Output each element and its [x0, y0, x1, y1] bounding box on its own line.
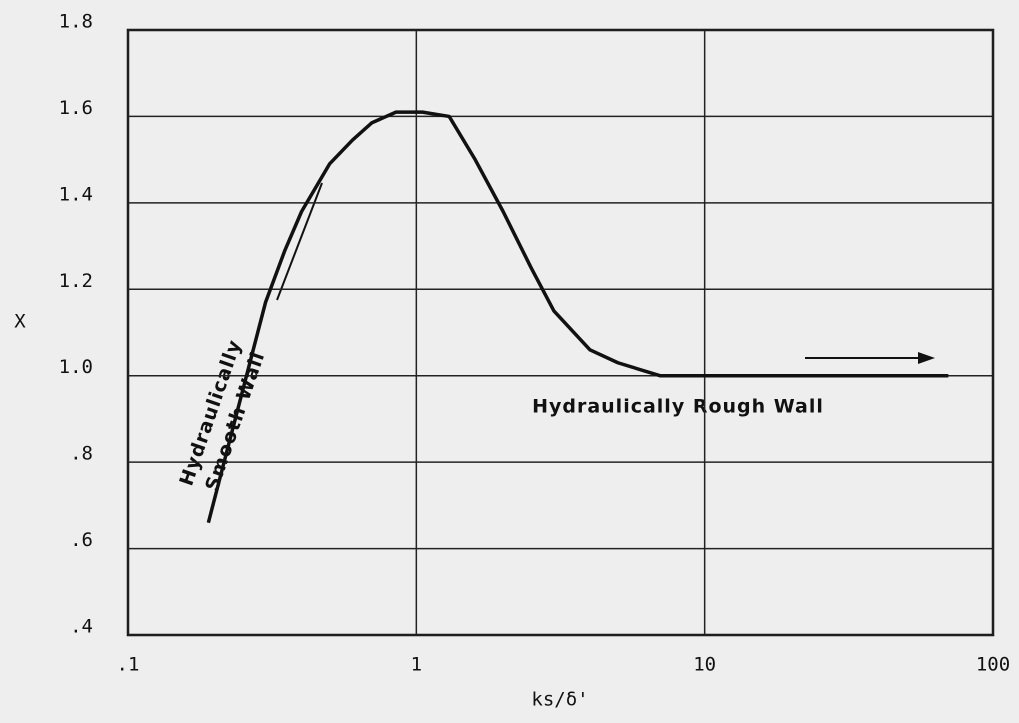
y-tick-label: .8 — [70, 443, 93, 465]
y-tick-label: .4 — [70, 616, 93, 638]
y-axis-label: X — [14, 311, 26, 333]
x-axis-label: ks/δ' — [531, 689, 588, 711]
x-tick-label: 10 — [693, 654, 716, 676]
y-tick-label: 1.6 — [59, 97, 93, 119]
annotation-line — [276, 182, 323, 301]
y-tick-label: 1.4 — [59, 183, 93, 205]
arrow-head — [918, 352, 935, 364]
x-tick-label: 1 — [411, 654, 422, 676]
annotation: Hydraulically Rough Wall — [532, 396, 824, 418]
y-tick-label: 1.0 — [59, 356, 93, 378]
line — [206, 110, 949, 524]
y-tick-label: .6 — [70, 529, 93, 551]
x-tick-label: 100 — [976, 654, 1010, 676]
y-tick-label: 1.2 — [59, 270, 93, 292]
x-tick-label: .1 — [117, 654, 140, 676]
y-tick-label: 1.8 — [59, 11, 93, 33]
